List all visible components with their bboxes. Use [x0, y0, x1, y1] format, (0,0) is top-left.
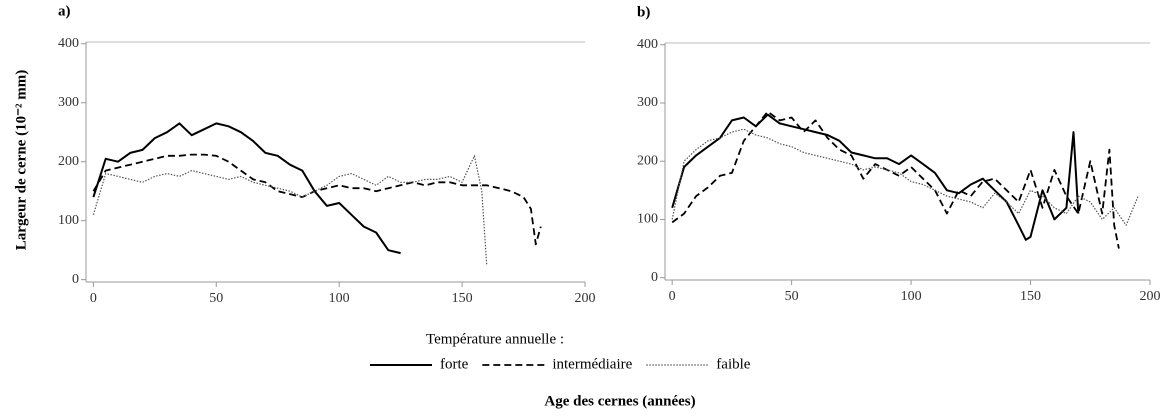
y-tick-label: 300 — [637, 95, 658, 110]
legend-label: forte — [440, 356, 469, 372]
x-tick-label: 150 — [1020, 289, 1041, 304]
y-tick-label: 200 — [58, 154, 79, 169]
y-tick-label: 400 — [58, 36, 79, 51]
y-tick-label: 100 — [637, 212, 658, 227]
series-line — [671, 113, 1080, 241]
x-tick-label: 50 — [209, 291, 223, 306]
y-tick-label: 400 — [637, 37, 658, 52]
x-tick-label: 50 — [785, 289, 799, 304]
x-tick-label: 150 — [452, 291, 473, 306]
y-tick-label: 300 — [58, 95, 79, 110]
panel-label: a) — [58, 3, 71, 19]
legend-label: intermédiaire — [552, 356, 632, 372]
panel-label: b) — [637, 4, 650, 20]
y-tick-label: 100 — [58, 213, 79, 228]
y-tick-label: 200 — [637, 153, 658, 168]
legend-title: Température annuelle : — [426, 331, 564, 347]
series-line — [92, 122, 401, 255]
series-line — [671, 110, 1120, 249]
x-axis-label: Age des cernes (années) — [544, 393, 695, 409]
x-tick-label: 0 — [669, 289, 676, 304]
y-tick-label: 0 — [651, 270, 658, 285]
series-line — [92, 153, 542, 246]
x-tick-label: 100 — [329, 291, 350, 306]
x-tick-label: 200 — [575, 291, 596, 306]
y-tick-label: 0 — [72, 272, 79, 287]
series-line — [671, 128, 1139, 226]
legend-label: faible — [716, 356, 750, 372]
x-tick-label: 0 — [90, 291, 97, 306]
series-line — [92, 155, 488, 265]
x-tick-label: 200 — [1140, 289, 1161, 304]
y-axis-label: Largeur de cerne (10⁻² mm) — [13, 70, 29, 250]
x-tick-label: 100 — [901, 289, 922, 304]
